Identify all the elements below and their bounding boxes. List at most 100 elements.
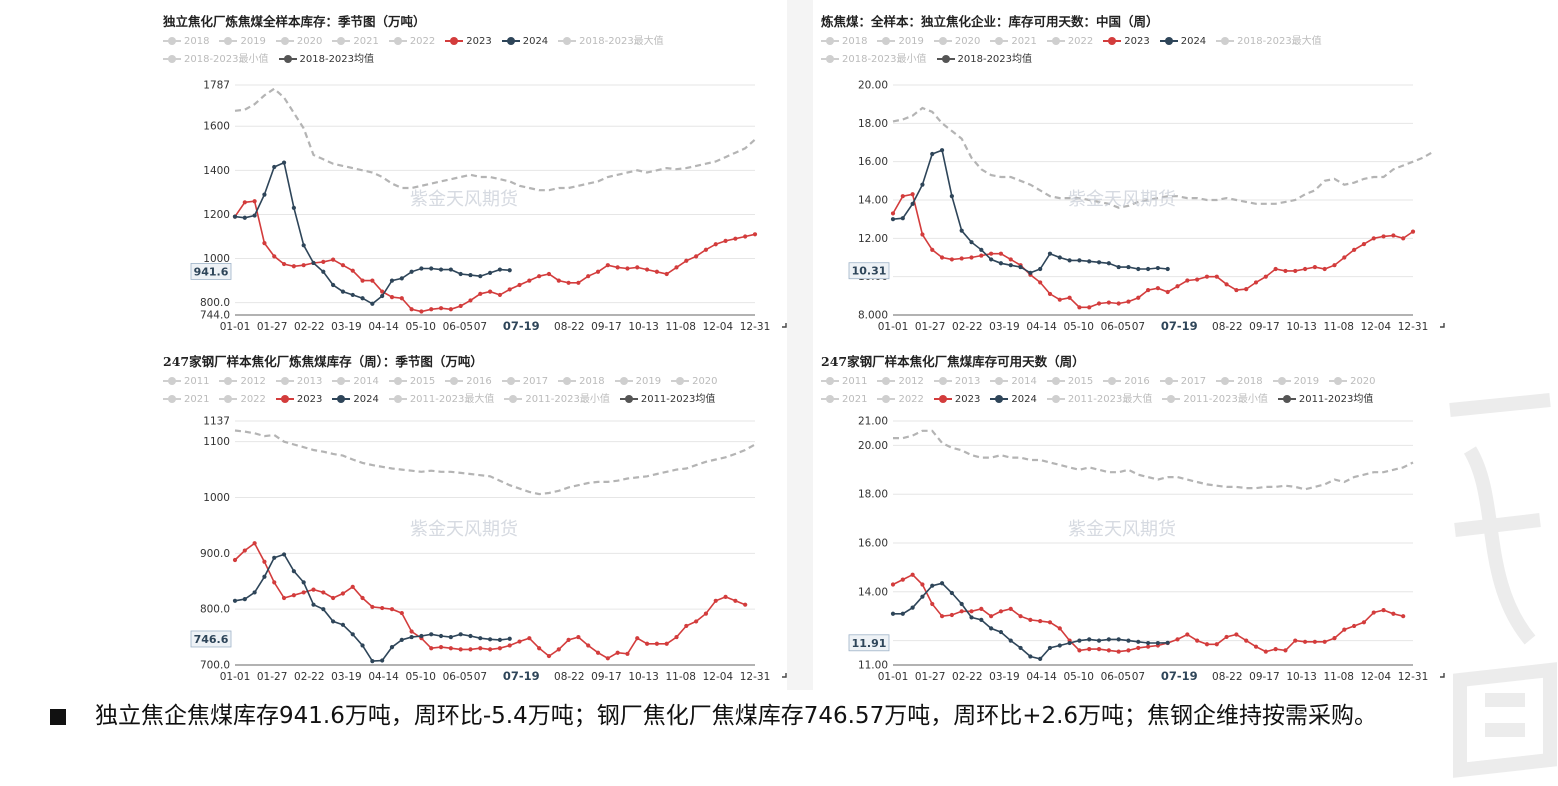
data-point [566,280,571,285]
data-point [1293,268,1298,274]
legend-label: 2011 [842,376,868,387]
legend-item[interactable]: 2011-2023最大值 [1046,391,1152,409]
chart-legend[interactable]: 2018 2019 2020 2021 2022 2023 2024 2018-2023最大值… [163,33,763,69]
data-point [478,291,483,296]
legend-label: 2014 [1011,376,1037,387]
legend-item[interactable]: 2019 [614,373,661,391]
data-point [1253,644,1259,649]
legend-item[interactable]: 2023 [275,391,322,409]
legend-item[interactable]: 2021 [332,33,379,51]
legend-item[interactable]: 2020 [1329,373,1376,391]
legend-marker-icon [990,36,1009,46]
legend-item[interactable]: 2019 [219,33,266,51]
y-tick-label: 18.00 [858,118,888,130]
data-point [497,267,503,272]
legend-item[interactable]: 2021 [990,33,1037,51]
legend-item[interactable]: 2013 [933,373,980,391]
data-point [262,574,267,579]
legend-item[interactable]: 2021 [163,391,209,409]
legend-item[interactable]: 2019 [877,33,924,51]
legend-item[interactable]: 2018-2023最小值 [821,51,927,69]
x-tick-label: 12-04 [1361,321,1392,333]
data-point [262,559,267,564]
data-point [979,247,984,252]
legend-item[interactable]: 2018-2023最小值 [163,51,269,69]
legend-item[interactable]: 2013 [275,373,322,391]
legend-item[interactable]: 2016 [1103,373,1150,391]
legend-item[interactable]: 2017 [1159,373,1206,391]
watermark-text: 紫金天风期货 [410,519,518,540]
series-line-average [892,106,1434,209]
x-tick-label: 12-04 [1361,671,1392,683]
data-point [703,611,709,616]
data-point [281,261,287,267]
legend-item[interactable]: 2017 [501,373,549,391]
legend-item[interactable]: 2011-2023最大值 [388,391,494,409]
data-point [1126,299,1131,304]
chart-title: 247家钢厂样本焦化厂炼焦煤库存（周）：季节图（万吨） [163,354,483,369]
legend-item[interactable]: 2011-2023均值 [1277,391,1373,409]
data-point [615,265,620,270]
legend-item[interactable]: 2024 [990,391,1037,409]
legend-marker-icon [388,394,407,404]
data-point [1352,247,1357,252]
legend-item[interactable]: 2018-2023最大值 [558,33,664,51]
data-point [321,259,326,264]
data-point [1371,236,1376,241]
legend-marker-icon [332,376,351,386]
legend-item[interactable]: 2011-2023最小值 [1162,391,1268,409]
legend-item[interactable]: 2024 [501,33,548,51]
chart-legend[interactable]: 2018 2019 2020 2021 2022 2023 2024 2018-2023最大值… [821,33,1421,69]
legend-item[interactable]: 2018 [821,33,867,51]
legend-item[interactable]: 2020 [933,33,980,51]
legend-item[interactable]: 2011-2023最小值 [504,391,610,409]
data-point [890,217,896,222]
legend-item[interactable]: 2020 [275,33,322,51]
data-point [497,637,503,642]
legend-item[interactable]: 2023 [1103,33,1150,51]
legend-item[interactable]: 2018-2023最大值 [1216,33,1322,51]
legend-item[interactable]: 2012 [877,373,924,391]
data-point [350,632,355,637]
data-point [1361,620,1367,625]
legend-marker-icon [821,394,839,404]
legend-item[interactable]: 2018 [558,373,605,391]
legend-item[interactable]: 2022 [1046,33,1093,51]
legend-item[interactable]: 2014 [332,373,379,391]
legend-item[interactable]: 2023 [445,33,492,51]
legend-item[interactable]: 2015 [1046,373,1093,391]
data-point [1145,644,1151,649]
legend-item[interactable]: 2023 [933,391,980,409]
legend-item[interactable]: 2014 [990,373,1037,391]
legend-item[interactable]: 2018 [163,33,209,51]
legend-item[interactable]: 2019 [1272,373,1319,391]
data-point [1116,264,1121,270]
chart-legend[interactable]: 2011 2012 2013 2014 2015 2016 2017 2018 2019 2020… [821,373,1421,409]
legend-marker-icon [558,36,577,46]
legend-item[interactable]: 2022 [219,391,266,409]
x-tick-label: 09-17 [1249,671,1280,683]
legend-item[interactable]: 2024 [332,391,379,409]
legend-item[interactable]: 2011-2023均值 [619,391,715,409]
legend-item[interactable]: 2016 [445,373,492,391]
chart-legend[interactable]: 2011 2012 2013 2014 2015 2016 2017 2018 2019 2020… [163,373,763,409]
legend-item[interactable]: 2022 [877,391,924,409]
legend-item[interactable]: 2018-2023均值 [936,51,1032,69]
legend-item[interactable]: 2018-2023均值 [278,51,374,69]
data-point [1322,266,1327,272]
legend-item[interactable]: 2018 [1216,373,1263,391]
legend-item[interactable]: 2011 [163,373,209,391]
legend-item[interactable]: 2012 [219,373,266,391]
legend-item[interactable]: 2020 [671,373,718,391]
legend-item[interactable]: 2021 [821,391,867,409]
data-point [507,643,512,648]
data-point [1342,255,1347,260]
legend-label: 2017 [522,376,549,387]
chart-panel-steel-coking-inventory: 247家钢厂样本焦化厂炼焦煤库存（周）：季节图（万吨） 2011 2012 2013… [155,345,787,683]
legend-item[interactable]: 2011 [821,373,867,391]
legend-item[interactable]: 2024 [1159,33,1206,51]
y-tick-label: 1100 [203,436,230,448]
legend-item[interactable]: 2022 [388,33,435,51]
data-point [1224,282,1229,287]
legend-item[interactable]: 2015 [388,373,435,391]
